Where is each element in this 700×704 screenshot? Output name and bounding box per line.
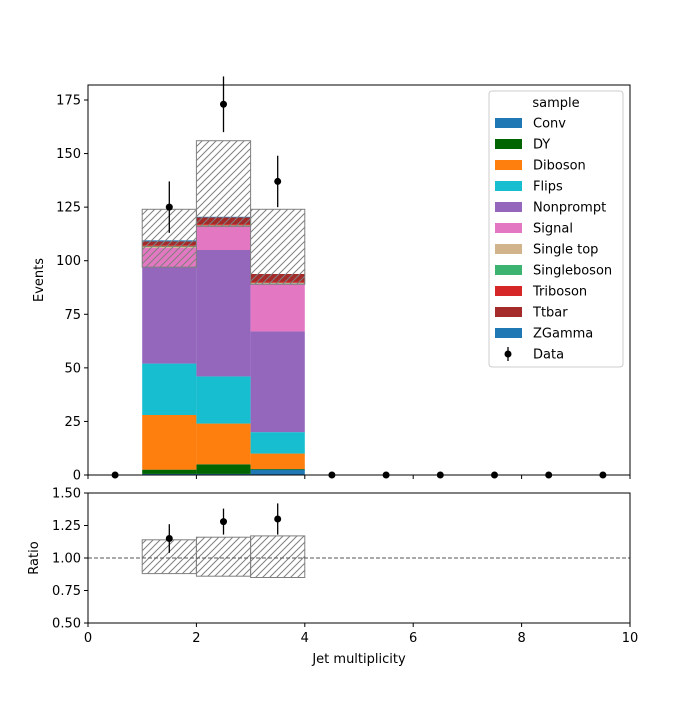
legend-swatch-triboson	[495, 286, 522, 296]
ratio-y-ticks: 0.50 0.75 1.00 1.25 1.50	[52, 487, 88, 632]
ratio-point-2	[220, 518, 227, 525]
legend-title: sample	[532, 96, 579, 111]
x-tick-label: 0	[84, 631, 92, 646]
y-tick-label: 100	[56, 254, 81, 269]
bar-signal-bin-2	[196, 226, 250, 250]
legend-swatch-single-top	[495, 244, 522, 254]
main-y-axis-label: Events	[32, 258, 47, 302]
bar-nonprompt-bin-1	[142, 267, 196, 363]
x-tick-label: 2	[192, 631, 200, 646]
legend-label-flips: Flips	[533, 180, 563, 195]
x-tick-label: 8	[517, 631, 525, 646]
bar-nonprompt-bin-3	[251, 331, 305, 432]
legend-label-nonprompt: Nonprompt	[533, 201, 606, 216]
bar-diboson-bin-3	[251, 454, 305, 469]
legend-swatch-conv	[495, 118, 522, 128]
legend-swatch-diboson	[495, 160, 522, 170]
legend-label-signal: Signal	[533, 222, 573, 237]
data-point-4	[274, 178, 281, 185]
legend-swatch-nonprompt	[495, 202, 522, 212]
bar-dy-bin-2	[196, 464, 250, 474]
bar-diboson-bin-2	[196, 424, 250, 465]
bar-conv-bin-3	[251, 470, 305, 475]
legend-label-singleboson: Singleboson	[533, 264, 612, 279]
bar-flips-bin-3	[251, 432, 305, 453]
legend-label-data: Data	[533, 348, 564, 363]
y-tick-label: 125	[56, 201, 81, 216]
ratio-band-bin-2	[196, 537, 250, 576]
ratio-point-1	[166, 535, 173, 542]
ratio-y-tick-label: 0.75	[52, 584, 81, 599]
legend-swatch-dy	[495, 139, 522, 149]
ratio-y-tick-label: 1.00	[52, 552, 81, 567]
bar-flips-bin-2	[196, 376, 250, 423]
y-tick-label: 150	[56, 147, 81, 162]
ratio-y-tick-label: 0.50	[52, 617, 81, 632]
ratio-band-bin-3	[251, 536, 305, 578]
x-axis-label: Jet multiplicity	[311, 652, 406, 667]
main-panel: 0 25 50 75 100 125 150 175 Events sample Conv DY…	[32, 76, 630, 483]
ratio-point-3	[274, 516, 281, 523]
ratio-panel: 0.50 0.75 1.00 1.25 1.50 0 2 4 6 8 10 Ratio Jet m…	[27, 487, 638, 668]
data-point-3	[220, 101, 227, 108]
legend-label-dy: DY	[533, 138, 550, 153]
legend-swatch-flips	[495, 181, 522, 191]
legend-label-triboson: Triboson	[532, 285, 587, 300]
bar-dy-bin-3	[251, 469, 305, 470]
bar-signal-bin-3	[251, 284, 305, 331]
ratio-y-tick-label: 1.25	[52, 519, 81, 534]
legend-label-diboson: Diboson	[533, 159, 586, 174]
y-tick-label: 50	[64, 361, 81, 376]
legend-swatch-singleboson	[495, 265, 522, 275]
y-tick-label: 75	[64, 308, 81, 323]
y-tick-label: 0	[73, 469, 81, 484]
y-tick-label: 175	[56, 94, 81, 109]
legend-label-zgamma: ZGamma	[533, 327, 593, 342]
x-tick-label: 4	[301, 631, 309, 646]
y-tick-label: 25	[64, 415, 81, 430]
legend-label-ttbar: Ttbar	[532, 306, 568, 321]
ratio-y-tick-label: 1.50	[52, 487, 81, 502]
legend-swatch-zgamma	[495, 328, 522, 338]
bar-nonprompt-bin-2	[196, 250, 250, 376]
legend-swatch-signal	[495, 223, 522, 233]
bar-diboson-bin-1	[142, 415, 196, 470]
x-tick-label: 10	[622, 631, 639, 646]
uncertainty-band-bin-2	[196, 141, 250, 227]
ratio-y-axis-label: Ratio	[27, 541, 42, 574]
legend-swatch-ttbar	[495, 307, 522, 317]
uncertainty-band-bin-3	[251, 209, 305, 284]
x-tick-label: 6	[409, 631, 417, 646]
data-point-2	[166, 204, 173, 211]
main-y-ticks: 0 25 50 75 100 125 150 175	[56, 94, 88, 484]
ratio-x-ticks: 0 2 4 6 8 10	[84, 623, 638, 646]
legend: sample Conv DY Diboson Flips Nonprompt Signal…	[489, 91, 623, 367]
legend-label-conv: Conv	[533, 117, 566, 132]
legend-data-marker	[505, 351, 512, 358]
bar-dy-bin-1	[142, 470, 196, 474]
ratio-uncertainty-band	[142, 536, 305, 578]
bar-flips-bin-1	[142, 364, 196, 415]
legend-label-single-top: Single top	[533, 243, 598, 258]
